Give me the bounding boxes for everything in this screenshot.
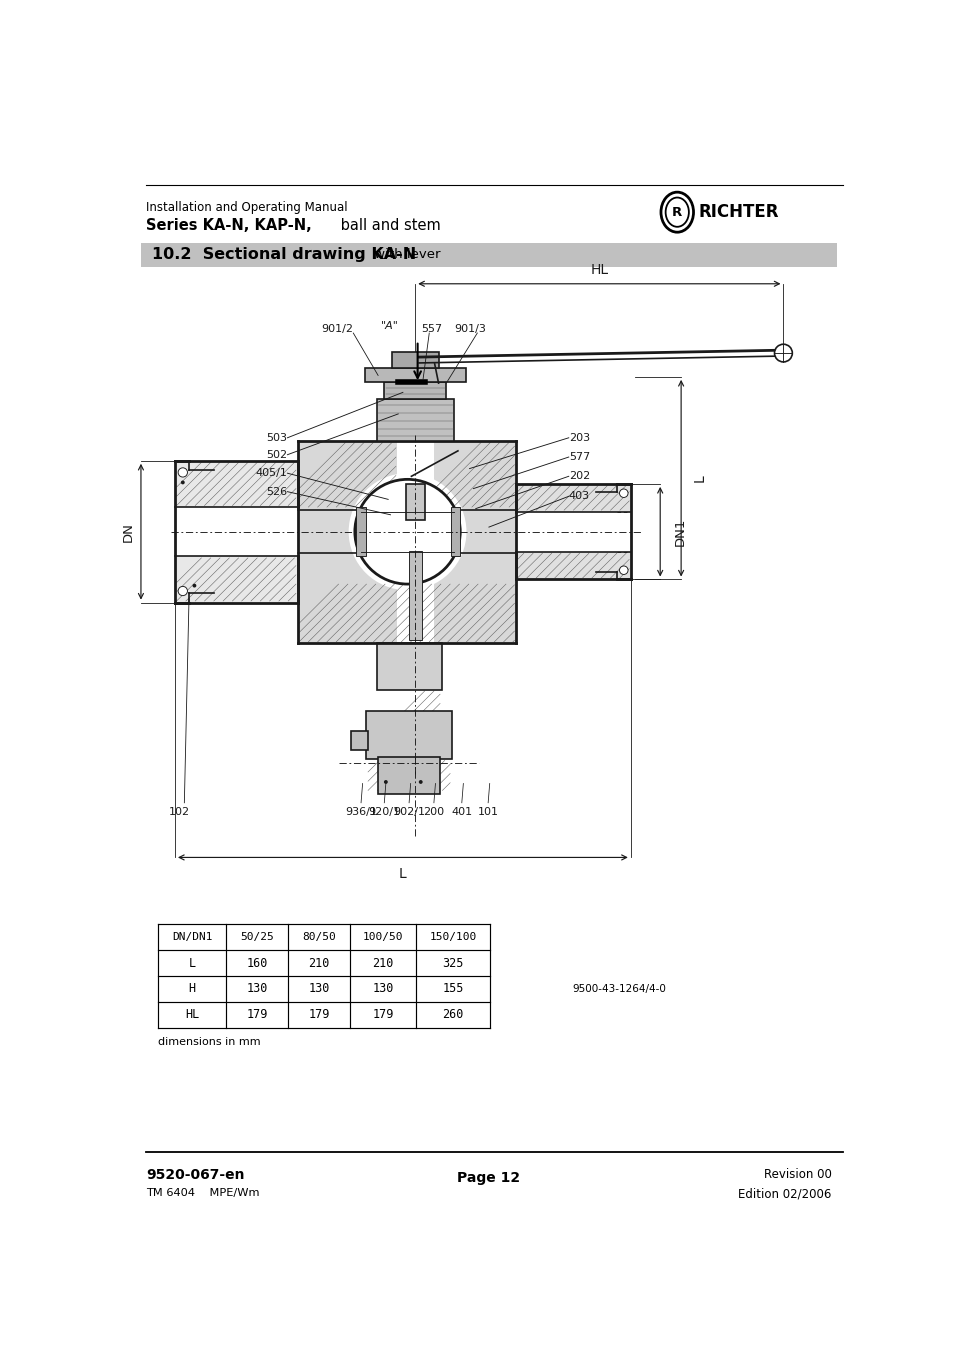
Text: Revision 00: Revision 00 [762, 1167, 831, 1181]
Bar [392, 353, 438, 367]
Text: 130: 130 [308, 982, 330, 996]
Text: Page 12: Page 12 [456, 1171, 520, 1185]
Bar [376, 399, 454, 440]
Text: 260: 260 [442, 1008, 463, 1021]
Circle shape [181, 481, 185, 485]
Bar [376, 643, 441, 689]
Text: DN: DN [122, 521, 135, 542]
Circle shape [383, 780, 387, 784]
Text: 130: 130 [246, 982, 268, 996]
Text: Series KA-N, KAP-N,: Series KA-N, KAP-N, [146, 218, 312, 232]
Circle shape [193, 584, 196, 588]
Text: 80/50: 80/50 [302, 932, 335, 942]
Text: 160: 160 [246, 957, 268, 970]
Text: L: L [189, 957, 195, 970]
Text: 403: 403 [568, 492, 589, 501]
Text: DN/DN1: DN/DN1 [172, 932, 213, 942]
Circle shape [774, 345, 792, 362]
Text: 526: 526 [266, 486, 287, 497]
Bar [516, 512, 630, 551]
Circle shape [618, 489, 627, 497]
Text: R: R [672, 205, 681, 219]
Bar [174, 461, 297, 603]
Text: L: L [692, 474, 706, 482]
Text: 203: 203 [568, 432, 589, 443]
Text: 179: 179 [246, 1008, 268, 1021]
Text: 920/1: 920/1 [368, 807, 400, 816]
Text: 502: 502 [266, 450, 287, 459]
Bar [365, 367, 465, 381]
Text: TM 6404    MPE/Wm: TM 6404 MPE/Wm [146, 1188, 259, 1198]
Text: DN1: DN1 [674, 517, 686, 546]
Text: RICHTER: RICHTER [699, 203, 779, 222]
Bar [141, 243, 836, 267]
Text: 210: 210 [372, 957, 394, 970]
Circle shape [348, 473, 466, 590]
Text: Installation and Operating Manual: Installation and Operating Manual [146, 200, 348, 213]
Text: 179: 179 [308, 1008, 330, 1021]
Bar [396, 532, 434, 643]
Text: 101: 101 [477, 807, 498, 816]
Text: 179: 179 [372, 1008, 394, 1021]
Bar [516, 484, 630, 580]
Circle shape [178, 467, 187, 477]
Text: "A": "A" [381, 322, 398, 331]
Text: 150/100: 150/100 [429, 932, 476, 942]
Text: 902/1: 902/1 [393, 807, 425, 816]
Text: H: H [189, 982, 195, 996]
Text: HL: HL [590, 263, 608, 277]
Text: 10.2  Sectional drawing KA-N: 10.2 Sectional drawing KA-N [152, 247, 416, 262]
Text: 202: 202 [568, 471, 589, 481]
Text: 210: 210 [308, 957, 330, 970]
Bar [377, 757, 439, 793]
Circle shape [418, 780, 422, 784]
Bar [406, 484, 424, 520]
Circle shape [618, 566, 627, 574]
Text: 200: 200 [423, 807, 444, 816]
Text: 9520-067-en: 9520-067-en [146, 1167, 245, 1182]
Text: L: L [398, 867, 406, 881]
Text: HL: HL [185, 1008, 199, 1021]
Bar [451, 507, 459, 557]
Text: 503: 503 [266, 432, 287, 443]
Bar [297, 440, 516, 643]
Text: 557: 557 [421, 324, 442, 334]
Text: with lever: with lever [370, 249, 440, 261]
Text: 577: 577 [568, 453, 589, 462]
Bar [409, 551, 421, 639]
Text: Edition 02/2006: Edition 02/2006 [738, 1188, 831, 1201]
Bar [356, 507, 365, 557]
Bar [351, 731, 368, 750]
Text: 100/50: 100/50 [362, 932, 403, 942]
Text: 325: 325 [442, 957, 463, 970]
Text: 405/1: 405/1 [255, 469, 287, 478]
Text: 102: 102 [169, 807, 190, 816]
Text: 401: 401 [451, 807, 472, 816]
Text: 50/25: 50/25 [240, 932, 274, 942]
Text: 130: 130 [372, 982, 394, 996]
Circle shape [178, 586, 187, 596]
Bar [384, 381, 446, 399]
Text: 901/3: 901/3 [454, 324, 485, 334]
Circle shape [355, 480, 459, 584]
Text: dimensions in mm: dimensions in mm [158, 1036, 260, 1047]
Text: 901/2: 901/2 [320, 324, 353, 334]
Bar [366, 711, 452, 759]
Text: ball and stem: ball and stem [335, 218, 440, 232]
Text: 155: 155 [442, 982, 463, 996]
Text: 9500-43-1264/4-0: 9500-43-1264/4-0 [572, 984, 666, 994]
Bar [396, 440, 434, 511]
Bar [174, 507, 297, 557]
Text: 936/1: 936/1 [345, 807, 376, 816]
